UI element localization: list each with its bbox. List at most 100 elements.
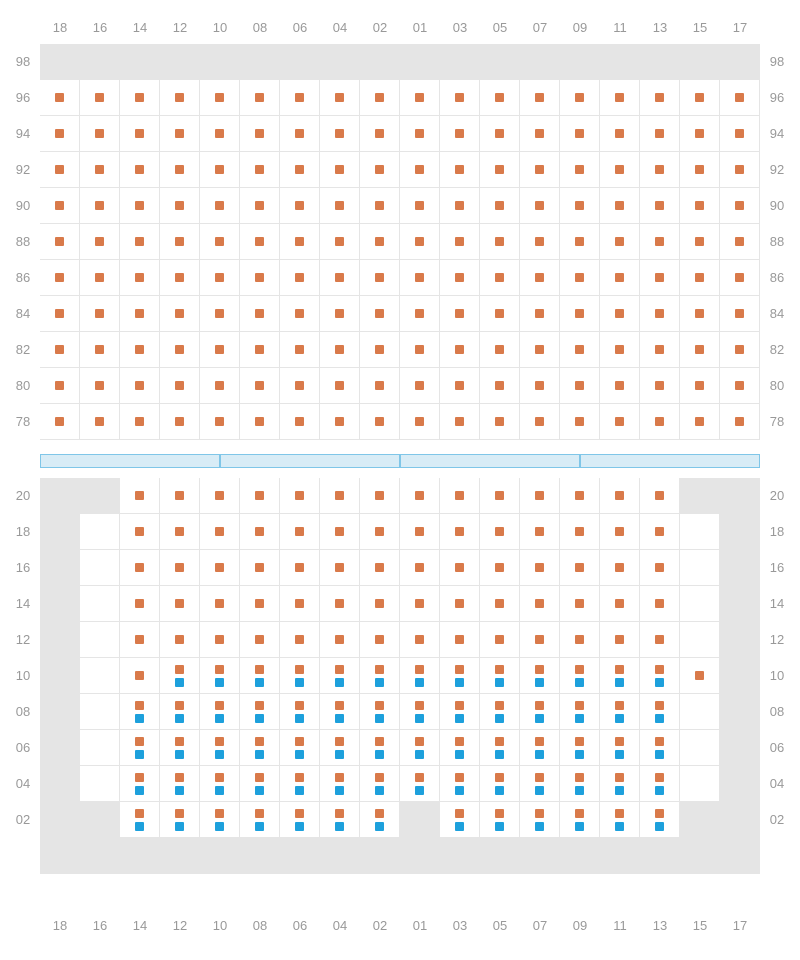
- seat-cell[interactable]: [200, 658, 240, 694]
- seat-cell[interactable]: [280, 730, 320, 766]
- seat-cell[interactable]: [640, 694, 680, 730]
- seat-cell[interactable]: [640, 766, 680, 802]
- seat-cell[interactable]: [480, 730, 520, 766]
- seat-cell[interactable]: [120, 766, 160, 802]
- seat-cell[interactable]: [120, 730, 160, 766]
- seat-cell[interactable]: [440, 802, 480, 838]
- seat-cell[interactable]: [560, 766, 600, 802]
- seat-marker: [95, 129, 104, 138]
- seat-cell[interactable]: [160, 730, 200, 766]
- seat-cell[interactable]: [480, 694, 520, 730]
- seat-marker: [415, 563, 424, 572]
- seat-cell[interactable]: [400, 766, 440, 802]
- seat-cell[interactable]: [640, 730, 680, 766]
- seat-marker: [95, 417, 104, 426]
- seat-cell[interactable]: [160, 802, 200, 838]
- seat-marker: [215, 635, 224, 644]
- seat-cell[interactable]: [480, 766, 520, 802]
- seat-cell[interactable]: [520, 694, 560, 730]
- seat-cell[interactable]: [360, 730, 400, 766]
- seat-cell[interactable]: [560, 730, 600, 766]
- seat-cell[interactable]: [280, 766, 320, 802]
- seat-marker: [135, 563, 144, 572]
- seat-marker: [415, 527, 424, 536]
- seat-marker: [415, 345, 424, 354]
- seat-marker: [295, 563, 304, 572]
- seat-cell[interactable]: [360, 694, 400, 730]
- row-label-right: 80: [764, 378, 790, 393]
- seat-cell: [560, 838, 600, 874]
- seat-cell[interactable]: [200, 766, 240, 802]
- seat-cell[interactable]: [160, 658, 200, 694]
- seat-cell[interactable]: [360, 658, 400, 694]
- seat-cell[interactable]: [120, 694, 160, 730]
- seat-marker-access: [455, 714, 464, 723]
- seat-cell[interactable]: [280, 802, 320, 838]
- seat-marker: [55, 273, 64, 282]
- seat-cell[interactable]: [240, 730, 280, 766]
- seat-cell[interactable]: [240, 658, 280, 694]
- seat-marker: [335, 809, 344, 818]
- seat-cell[interactable]: [400, 694, 440, 730]
- seat-marker: [655, 417, 664, 426]
- seat-cell[interactable]: [240, 766, 280, 802]
- seat-cell[interactable]: [240, 694, 280, 730]
- seat-cell[interactable]: [520, 766, 560, 802]
- seat-marker: [135, 129, 144, 138]
- seat-cell[interactable]: [480, 658, 520, 694]
- seat-cell[interactable]: [120, 802, 160, 838]
- seat-cell[interactable]: [560, 802, 600, 838]
- seat-cell[interactable]: [160, 766, 200, 802]
- seat-cell: [720, 550, 760, 586]
- seat-cell[interactable]: [200, 694, 240, 730]
- seat-marker: [535, 635, 544, 644]
- seat-marker: [575, 773, 584, 782]
- seat-cell[interactable]: [320, 694, 360, 730]
- seat-cell[interactable]: [320, 802, 360, 838]
- seat-cell: [160, 838, 200, 874]
- seat-cell[interactable]: [640, 802, 680, 838]
- seat-cell[interactable]: [200, 730, 240, 766]
- seat-cell[interactable]: [600, 694, 640, 730]
- seat-marker: [255, 701, 264, 710]
- seat-cell[interactable]: [560, 658, 600, 694]
- seat-cell[interactable]: [600, 730, 640, 766]
- seat-cell[interactable]: [600, 658, 640, 694]
- seat-cell[interactable]: [440, 766, 480, 802]
- seat-marker-access: [335, 786, 344, 795]
- seat-marker: [255, 665, 264, 674]
- seat-cell[interactable]: [560, 694, 600, 730]
- seat-marker: [295, 237, 304, 246]
- seat-cell[interactable]: [160, 694, 200, 730]
- seat-marker-access: [455, 750, 464, 759]
- seat-marker: [375, 165, 384, 174]
- seat-marker: [615, 599, 624, 608]
- seat-cell: [80, 478, 120, 514]
- seat-cell[interactable]: [360, 802, 400, 838]
- seat-cell[interactable]: [440, 694, 480, 730]
- seat-cell: [680, 514, 720, 550]
- seat-cell[interactable]: [600, 802, 640, 838]
- seat-marker: [295, 665, 304, 674]
- seat-cell: [80, 838, 120, 874]
- seat-cell[interactable]: [480, 802, 520, 838]
- seat-cell[interactable]: [400, 658, 440, 694]
- seat-cell[interactable]: [320, 766, 360, 802]
- seat-cell[interactable]: [320, 658, 360, 694]
- seat-cell[interactable]: [440, 658, 480, 694]
- seat-cell[interactable]: [240, 802, 280, 838]
- seat-cell[interactable]: [280, 694, 320, 730]
- seat-cell[interactable]: [640, 658, 680, 694]
- seat-cell[interactable]: [200, 802, 240, 838]
- seat-cell[interactable]: [520, 802, 560, 838]
- seat-cell[interactable]: [360, 766, 400, 802]
- seat-cell[interactable]: [280, 658, 320, 694]
- seat-marker-access: [495, 786, 504, 795]
- seat-cell[interactable]: [520, 658, 560, 694]
- seat-cell: [40, 44, 80, 80]
- seat-cell[interactable]: [600, 766, 640, 802]
- seat-cell[interactable]: [320, 730, 360, 766]
- seat-cell[interactable]: [400, 730, 440, 766]
- seat-cell[interactable]: [440, 730, 480, 766]
- seat-cell[interactable]: [520, 730, 560, 766]
